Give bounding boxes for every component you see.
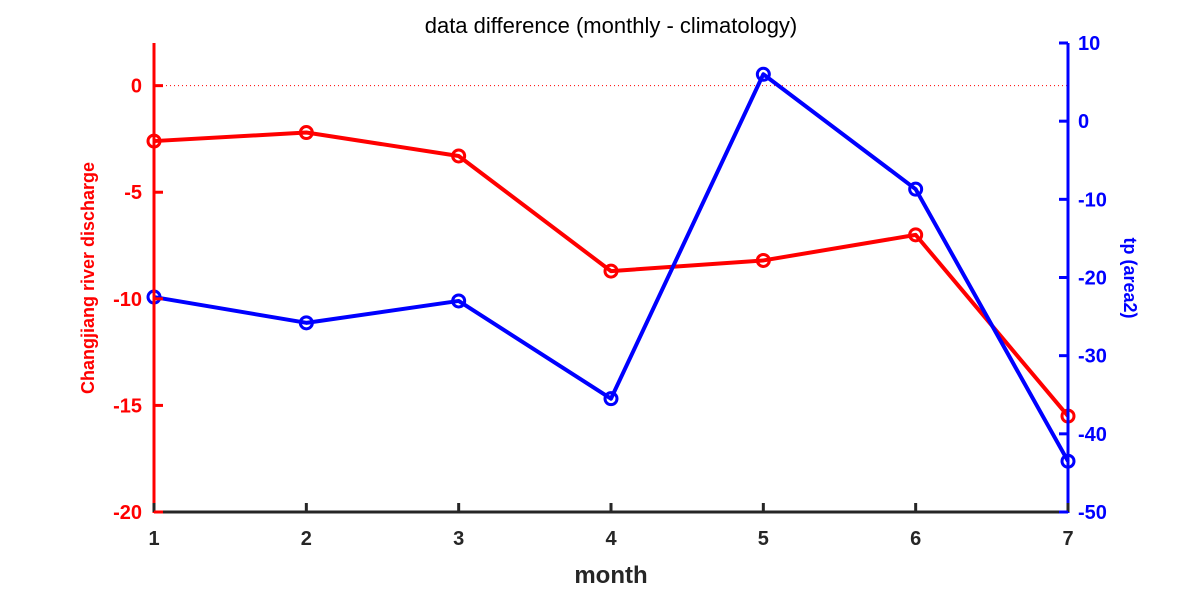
left-tick-label: -10 bbox=[113, 289, 142, 311]
left-tick-label: -20 bbox=[113, 502, 142, 524]
left-tick-label: -5 bbox=[124, 182, 142, 204]
right-tick-label: -50 bbox=[1078, 502, 1107, 524]
series-point-right bbox=[603, 391, 619, 407]
left-axis-label: Changjiang river discharge bbox=[78, 162, 98, 394]
x-axis-ticks: 1 2 3 4 5 6 7 bbox=[148, 503, 1074, 550]
right-tick-label: 0 bbox=[1078, 111, 1089, 133]
x-tick-label: 1 bbox=[148, 528, 159, 550]
series-point-right bbox=[908, 181, 924, 197]
x-tick-label: 4 bbox=[605, 528, 617, 550]
right-tick-label: -20 bbox=[1078, 268, 1107, 290]
series-point-left bbox=[755, 252, 771, 268]
left-axis-ticks: 0 -5 -10 -15 -20 bbox=[113, 76, 163, 524]
right-axis-ticks: 10 0 -10 -20 -30 -40 -50 bbox=[1059, 33, 1107, 524]
series-point-left bbox=[451, 148, 467, 164]
series-layer bbox=[146, 66, 1076, 469]
series-point-left bbox=[298, 125, 314, 141]
series-line-left bbox=[153, 130, 1070, 418]
x-tick-label: 7 bbox=[1062, 528, 1073, 550]
series-point-right bbox=[755, 66, 771, 82]
series-point-left bbox=[603, 263, 619, 279]
left-tick-label: 0 bbox=[131, 76, 142, 98]
series-point-right bbox=[451, 293, 467, 309]
x-tick-label: 3 bbox=[453, 528, 464, 550]
chart-title: data difference (monthly - climatology) bbox=[425, 13, 798, 38]
x-tick-label: 5 bbox=[758, 528, 769, 550]
right-tick-label: -40 bbox=[1078, 424, 1107, 446]
x-tick-label: 2 bbox=[301, 528, 312, 550]
series-point-left bbox=[908, 227, 924, 243]
right-tick-label: 10 bbox=[1078, 33, 1100, 55]
series-point-right bbox=[298, 315, 314, 331]
right-tick-label: -30 bbox=[1078, 346, 1107, 368]
x-axis-label: month bbox=[574, 562, 647, 589]
series-line-right bbox=[153, 72, 1070, 463]
right-tick-label: -10 bbox=[1078, 189, 1107, 211]
x-tick-label: 6 bbox=[910, 528, 921, 550]
right-axis-label: tp (area2) bbox=[1120, 237, 1140, 318]
left-tick-label: -15 bbox=[113, 395, 142, 417]
